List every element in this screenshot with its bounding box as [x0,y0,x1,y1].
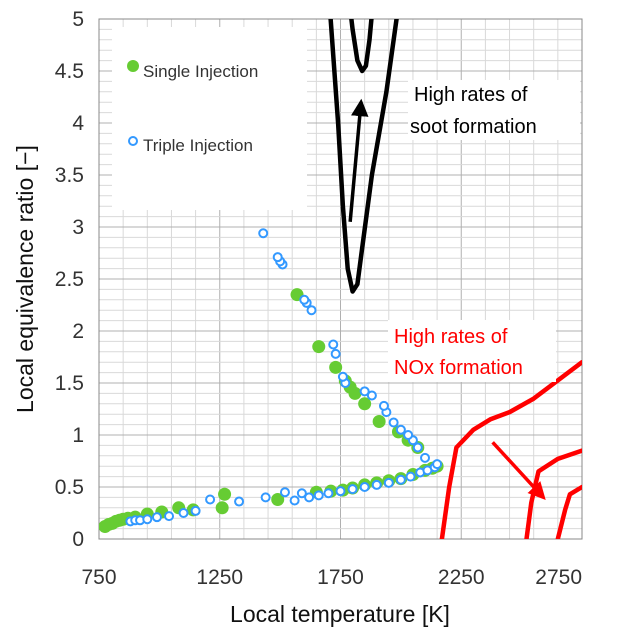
data-point-single [271,492,285,506]
data-point-triple [337,371,348,382]
y-axis-title: Local equivalence ratio [−] [12,145,38,413]
y-tick-label: 1 [72,424,84,447]
y-tick-label: 4.5 [55,60,84,83]
data-point-triple [151,512,162,523]
data-point-triple [299,294,310,305]
data-point-triple [432,459,443,470]
data-point-triple [366,390,377,401]
x-tick-label: 1750 [317,566,364,589]
y-tick-label: 3.5 [55,164,84,187]
data-point-triple [279,487,290,498]
data-point-triple [164,511,175,522]
y-tick-label: 5 [72,8,84,31]
data-point-triple [306,305,317,316]
data-point-single [215,501,229,515]
nox-annotation-line1: High rates of [394,326,508,348]
data-point-single [312,340,326,354]
data-point-single [329,360,343,374]
y-tick-label: 3 [72,216,84,239]
nox-region-contour [524,448,582,539]
data-point-triple [272,252,283,263]
data-point-triple [388,417,399,428]
data-points [99,228,444,534]
nox-region-contour [555,484,582,539]
data-point-triple [395,474,406,485]
legend-label-triple: Triple Injection [143,136,253,155]
data-point-triple [258,228,269,239]
data-point-triple [371,479,382,490]
data-point-triple [420,452,431,463]
y-tick-label: 0.5 [55,476,84,499]
formation-regions [328,19,582,539]
data-point-single [218,487,232,501]
y-axis-ticks: 0 0.5 1 1.5 2 2.5 3 3.5 4 4.5 5 [55,8,85,551]
data-point-triple [412,442,423,453]
y-tick-label: 4 [72,112,84,135]
data-point-triple [383,477,394,488]
y-tick-label: 0 [72,528,84,551]
legend-box [112,27,307,210]
x-tick-label: 2250 [438,566,485,589]
data-point-triple [323,488,334,499]
data-point-triple [403,430,414,440]
data-point-triple [335,486,346,497]
data-point-triple [328,339,339,350]
data-point-triple [296,488,307,499]
soot-arrow [348,98,369,222]
data-point-triple [178,508,189,518]
data-point-triple [405,471,416,482]
data-point-triple [359,386,370,397]
legend-marker-triple [128,136,138,146]
nox-region-contour [439,359,582,539]
plot-frame [98,18,583,540]
y-tick-label: 2.5 [55,268,84,291]
data-point-single [372,414,386,428]
y-tick-label: 2 [72,320,84,343]
y-tick-label: 1.5 [55,372,84,395]
data-point-triple [260,492,271,503]
x-axis-title: Local temperature [K] [230,601,450,627]
data-point-triple [190,505,201,516]
data-point-triple [142,514,153,525]
soot-annotation-line2: soot formation [410,116,537,138]
x-axis-ticks: 750 1250 1750 2250 2750 [81,566,582,589]
legend-label-single: Single Injection [143,62,258,81]
data-point-single [358,397,372,411]
data-point-triple [234,496,245,507]
soot-annotation-line1: High rates of [414,84,528,106]
data-point-triple [330,348,341,359]
data-point-triple [205,494,216,505]
soot-region-contour [349,19,374,74]
x-tick-label: 2750 [535,566,582,589]
nox-label-bg [388,320,556,382]
data-point-triple [347,484,358,495]
data-point-triple [304,492,315,503]
data-point-triple [378,400,389,411]
legend-marker-single [127,60,139,72]
soot-region-contour [328,19,399,294]
nox-annotation-line2: NOx formation [394,357,523,379]
nox-arrow [491,441,546,500]
data-point-triple [313,490,324,501]
data-point-triple [289,495,300,506]
x-tick-label: 1250 [196,566,243,589]
region-arrows [348,98,546,500]
soot-label-bg [408,80,580,140]
data-point-triple [395,424,406,435]
x-tick-label: 750 [81,566,116,589]
data-point-triple [359,482,370,492]
